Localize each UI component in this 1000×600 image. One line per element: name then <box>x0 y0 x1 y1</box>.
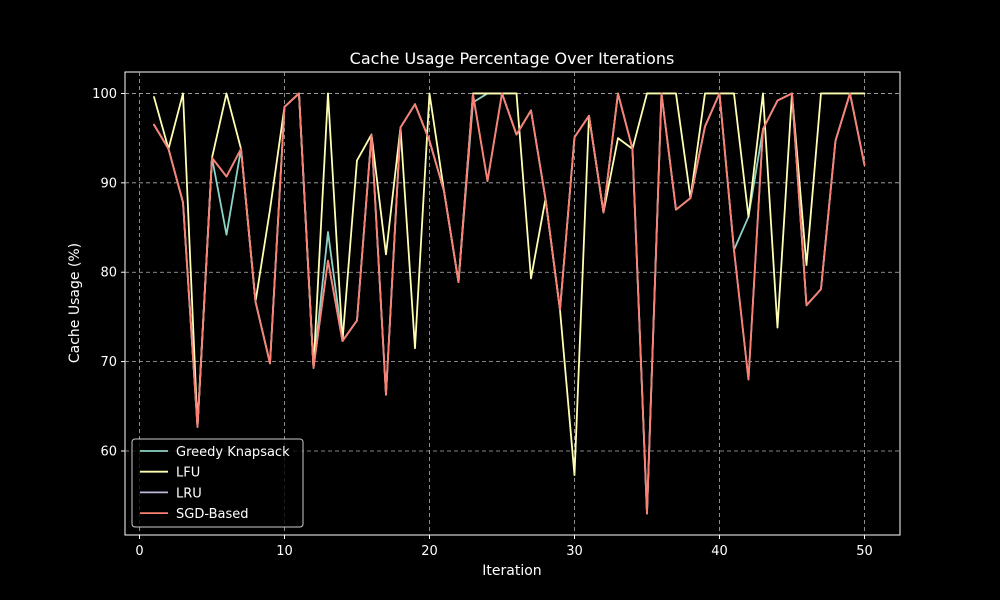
x-tick-label: 10 <box>276 544 293 559</box>
y-tick-label: 70 <box>100 355 117 370</box>
series-lines <box>153 92 866 515</box>
legend-label: Greedy Knapsack <box>176 445 290 460</box>
y-tick-label: 60 <box>100 444 117 459</box>
y-tick-label: 80 <box>100 266 117 281</box>
series-line-sgd-based <box>153 92 866 515</box>
y-tick-label: 100 <box>92 87 117 102</box>
legend-label: SGD-Based <box>176 507 248 522</box>
y-axis-label: Cache Usage (%) <box>67 243 83 363</box>
x-tick-label: 50 <box>856 544 873 559</box>
chart-title: Cache Usage Percentage Over Iterations <box>350 49 675 68</box>
x-axis-label: Iteration <box>482 563 541 579</box>
legend-label: LFU <box>176 466 200 481</box>
x-tick-label: 40 <box>711 544 728 559</box>
x-tick-label: 30 <box>566 544 583 559</box>
y-tick-label: 90 <box>100 176 117 191</box>
legend: Greedy Knapsack LFU LRU SGD-Based <box>131 438 304 528</box>
x-tick-label: 0 <box>135 544 143 559</box>
legend-box <box>131 438 304 528</box>
legend-label: LRU <box>176 486 202 501</box>
series-line-lfu <box>153 92 866 477</box>
x-tick-label: 20 <box>421 544 438 559</box>
axes: 0 10 20 30 40 50 60 70 80 90 100 <box>92 87 873 559</box>
